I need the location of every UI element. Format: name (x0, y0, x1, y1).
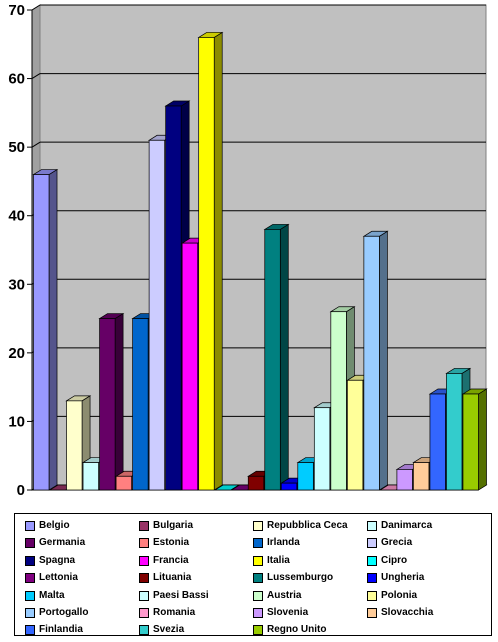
legend-swatch (253, 608, 263, 618)
legend-label: Italia (267, 554, 290, 566)
legend-swatch (139, 590, 149, 601)
legend-swatch (139, 573, 149, 584)
legend-swatch (367, 608, 377, 618)
y-axis-tick-labels: 0 10 20 30 40 50 60 70 (8, 2, 25, 499)
bar-italia (197, 31, 224, 491)
legend-swatch (139, 538, 149, 549)
legend-swatch (139, 555, 149, 566)
legend-swatch (139, 608, 149, 618)
bar-regno-unito (461, 388, 488, 491)
gridline-depth (31, 73, 41, 79)
y-tick-label: 50 (8, 139, 25, 156)
legend-label: Ungheria (381, 572, 425, 584)
legend-swatch (253, 590, 263, 601)
y-tick-label: 20 (8, 345, 25, 362)
legend-swatch (139, 625, 149, 636)
y-tick-label: 30 (8, 276, 25, 293)
legend-label: Austria (267, 589, 302, 601)
legend-swatch (253, 521, 263, 531)
legend-swatch (367, 538, 377, 549)
legend-label: Lussemburgo (267, 572, 334, 584)
legend-swatch (25, 573, 35, 584)
legend-swatch (25, 608, 35, 618)
bar-lussemburgo (263, 223, 290, 491)
legend-label: Malta (39, 589, 65, 601)
y-tick-label: 10 (8, 413, 25, 430)
bar-germania (98, 312, 125, 491)
legend-swatch (367, 521, 377, 531)
legend-swatch (253, 625, 263, 636)
legend-label: Romania (153, 607, 196, 618)
legend-label: Grecia (381, 537, 413, 549)
bar-belgio (32, 168, 59, 491)
legend-swatch (253, 555, 263, 566)
gridline-depth (31, 4, 41, 11)
legend-swatch (25, 521, 35, 531)
legend-label: Cipro (381, 554, 408, 566)
legend-label: Slovacchia (381, 607, 434, 618)
legend-label: Germania (39, 537, 86, 549)
legend-label: Belgio (39, 520, 70, 531)
legend-label: Regno Unito (267, 624, 327, 636)
legend-swatch (367, 573, 377, 584)
legend-label: Estonia (153, 537, 190, 549)
bar-portogallo (362, 230, 389, 491)
bar-chart: 0 10 20 30 40 50 60 70 (8, 2, 488, 499)
legend-label: Slovenia (267, 607, 309, 618)
legend-label: Svezia (153, 624, 185, 636)
legend: Belgio Bulgaria Repubblica Ceca Danimarca Ge… (14, 513, 492, 636)
y-tick-label: 60 (8, 71, 25, 88)
legend-swatch (25, 625, 35, 636)
legend-swatch (25, 590, 35, 601)
legend-label: Bulgaria (153, 520, 194, 531)
legend-swatch (139, 521, 149, 531)
bars (32, 31, 488, 491)
y-tick-label: 40 (8, 208, 25, 225)
legend-label: Francia (153, 554, 189, 566)
legend-swatch (25, 555, 35, 566)
legend-label: Spagna (39, 554, 76, 566)
legend-label: Finlandia (39, 624, 83, 636)
legend-label: Paesi Bassi (153, 589, 209, 601)
legend-swatch (253, 573, 263, 584)
legend-swatch (367, 555, 377, 566)
legend-label: Portogallo (39, 607, 89, 618)
legend-label: Irlanda (267, 537, 300, 549)
legend-swatch (367, 590, 377, 601)
legend-label: Danimarca (381, 520, 433, 531)
legend-swatch (25, 538, 35, 549)
y-tick-label: 0 (17, 482, 25, 499)
legend-label: Lettonia (39, 572, 78, 584)
bar-cipro (213, 484, 240, 491)
gridline-depth (31, 141, 41, 148)
legend-label: Repubblica Ceca (267, 520, 348, 531)
legend-swatch (253, 538, 263, 549)
legend-label: Lituania (153, 572, 192, 584)
legend-label: Polonia (381, 589, 418, 601)
y-tick-label: 70 (8, 2, 25, 19)
